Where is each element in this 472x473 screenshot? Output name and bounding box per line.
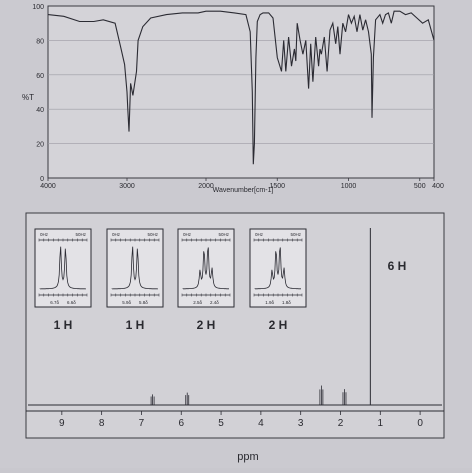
multiplet-inset: 0Hz 50Hz 6.7δ 6.6δ 1 H bbox=[34, 228, 92, 332]
ir-x-tick-label: 2000 bbox=[198, 183, 214, 190]
nmr-peak bbox=[185, 392, 190, 405]
ir-y-axis-label: %T bbox=[22, 93, 34, 102]
inset-header-left: 0Hz bbox=[112, 232, 121, 237]
inset-multiplet-trace bbox=[254, 247, 301, 290]
inset-header-left: 0Hz bbox=[183, 232, 192, 237]
inset-tick-left: 6.7δ bbox=[50, 300, 59, 305]
inset-multiplet-trace bbox=[39, 246, 86, 290]
ir-x-axis-label: Wavenumber[cm-1] bbox=[213, 187, 274, 194]
inset-header-left: 0Hz bbox=[40, 232, 49, 237]
ir-x-tick-label: 1500 bbox=[269, 183, 285, 190]
inset-integration-label: 2 H bbox=[269, 318, 288, 332]
multiplet-inset: 0Hz 50Hz 1.9δ 1.8δ 2 H bbox=[249, 228, 307, 332]
nmr-peak bbox=[150, 394, 155, 405]
inset-header-right: 50Hz bbox=[147, 232, 158, 237]
nmr-x-tick-label: 3 bbox=[298, 418, 304, 429]
inset-tick-right: 6.6δ bbox=[67, 300, 76, 305]
inset-integration-label: 1 H bbox=[54, 318, 73, 332]
inset-header-right: 50Hz bbox=[75, 232, 86, 237]
ir-y-tick-label: 80 bbox=[36, 38, 44, 45]
ir-x-tick-label: 4000 bbox=[40, 183, 56, 190]
inset-tick-left: 1.9δ bbox=[265, 300, 274, 305]
nmr-x-tick-label: 0 bbox=[417, 418, 423, 429]
inset-tick-right: 1.8δ bbox=[282, 300, 291, 305]
nmr-x-tick-label: 2 bbox=[338, 418, 344, 429]
ir-y-tick-label: 100 bbox=[32, 4, 44, 11]
ir-y-tick-label: 0 bbox=[40, 176, 44, 183]
ir-x-tick-labels: 4000 3000 2000 1500 1000 500 400 bbox=[40, 178, 444, 190]
nmr-x-tick-label: 9 bbox=[59, 418, 65, 429]
ir-y-tick-labels: 100 80 60 40 20 0 bbox=[32, 4, 44, 183]
inset-tick-right: 5.8δ bbox=[139, 300, 148, 305]
ir-y-tick-label: 20 bbox=[36, 142, 44, 149]
ir-x-tick-label: 500 bbox=[414, 183, 426, 190]
nmr-x-tick-label: 4 bbox=[258, 418, 264, 429]
ir-gridlines bbox=[48, 40, 434, 144]
nmr-x-tick-label: 5 bbox=[218, 418, 224, 429]
nmr-peak bbox=[319, 385, 324, 405]
ir-transmittance-series bbox=[47, 10, 435, 165]
inset-integration-label: 2 H bbox=[197, 318, 216, 332]
nmr-x-axis-label: ppm bbox=[237, 451, 258, 463]
inset-header-right: 50Hz bbox=[218, 232, 229, 237]
large-peak-integration-label: 6 H bbox=[388, 259, 407, 273]
nmr-x-tick-labels: 9 8 7 6 5 4 3 2 1 0 bbox=[59, 411, 423, 429]
ir-plot-frame bbox=[47, 5, 435, 179]
multiplet-inset: 0Hz 50Hz 2.5δ 2.4δ 2 H bbox=[177, 228, 235, 332]
inset-header-right: 50Hz bbox=[290, 232, 301, 237]
ir-y-tick-label: 40 bbox=[36, 107, 44, 114]
inset-tick-left: 2.5δ bbox=[193, 300, 202, 305]
inset-tick-left: 5.9δ bbox=[122, 300, 131, 305]
multiplet-insets: 0Hz 50Hz 6.7δ 6.6δ 1 H 0Hz 50Hz 5.9δ 5.8δ 1 H 0Hz 5… bbox=[34, 228, 307, 332]
inset-multiplet-trace bbox=[182, 247, 229, 290]
inset-integration-label: 1 H bbox=[126, 318, 145, 332]
ir-y-tick-label: 60 bbox=[36, 73, 44, 80]
ir-x-tick-label: 400 bbox=[432, 183, 444, 190]
inset-multiplet-trace bbox=[111, 246, 158, 290]
ir-x-tick-label: 3000 bbox=[119, 183, 135, 190]
nmr-x-tick-label: 7 bbox=[139, 418, 145, 429]
nmr-plot-frame bbox=[25, 212, 445, 439]
inset-header-left: 0Hz bbox=[255, 232, 264, 237]
multiplet-inset: 0Hz 50Hz 5.9δ 5.8δ 1 H bbox=[106, 228, 164, 332]
nmr-x-tick-label: 8 bbox=[99, 418, 105, 429]
nmr-x-tick-label: 6 bbox=[178, 418, 184, 429]
nmr-peak bbox=[342, 389, 347, 405]
nmr-x-tick-label: 1 bbox=[378, 418, 384, 429]
inset-tick-right: 2.4δ bbox=[210, 300, 219, 305]
nmr-peaks bbox=[28, 228, 442, 406]
ir-x-tick-label: 1000 bbox=[341, 183, 357, 190]
